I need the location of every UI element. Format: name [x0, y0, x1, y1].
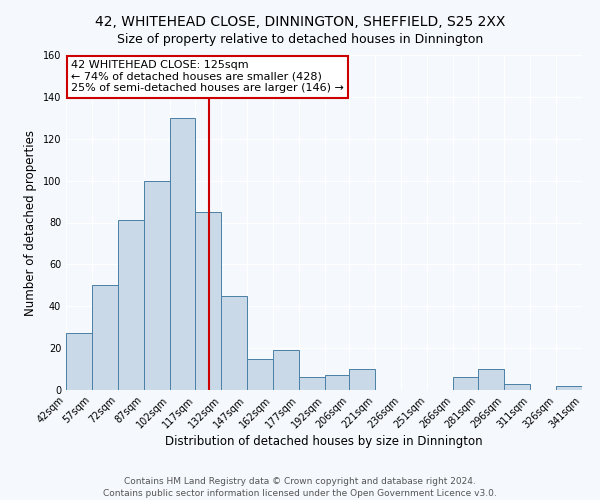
Bar [196, 212, 221, 390]
Bar [505, 384, 530, 390]
Bar [556, 386, 582, 390]
Text: 42, WHITEHEAD CLOSE, DINNINGTON, SHEFFIELD, S25 2XX: 42, WHITEHEAD CLOSE, DINNINGTON, SHEFFIE… [95, 15, 505, 29]
Bar [325, 376, 351, 390]
Y-axis label: Number of detached properties: Number of detached properties [24, 130, 37, 316]
X-axis label: Distribution of detached houses by size in Dinnington: Distribution of detached houses by size … [165, 436, 483, 448]
Text: 42 WHITEHEAD CLOSE: 125sqm
← 74% of detached houses are smaller (428)
25% of sem: 42 WHITEHEAD CLOSE: 125sqm ← 74% of deta… [71, 60, 344, 93]
Bar [247, 358, 273, 390]
Text: Contains HM Land Registry data © Crown copyright and database right 2024.
Contai: Contains HM Land Registry data © Crown c… [103, 476, 497, 498]
Bar [349, 369, 375, 390]
Text: Size of property relative to detached houses in Dinnington: Size of property relative to detached ho… [117, 32, 483, 46]
Bar [170, 118, 196, 390]
Bar [92, 286, 118, 390]
Bar [478, 369, 505, 390]
Bar [452, 378, 478, 390]
Bar [66, 334, 92, 390]
Bar [273, 350, 299, 390]
Bar [118, 220, 143, 390]
Bar [221, 296, 247, 390]
Bar [299, 378, 325, 390]
Bar [143, 180, 170, 390]
